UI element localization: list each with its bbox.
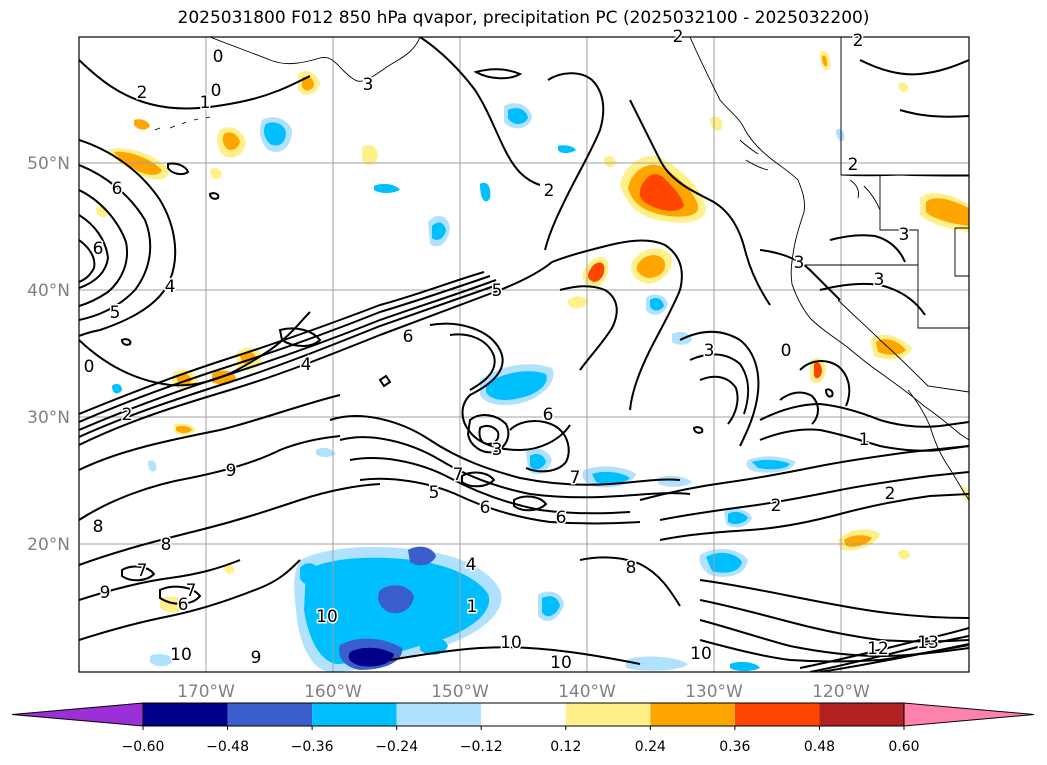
contour-label: 8 (626, 558, 637, 578)
coastlines-borders (154, 37, 969, 501)
contour-label: 12 (867, 639, 889, 659)
colorbar-tick-label: −0.24 (375, 739, 418, 755)
contour-label: 2 (673, 27, 684, 47)
contour-label: 6 (178, 595, 189, 615)
colorbar-box (481, 703, 566, 726)
contour-label: 1 (467, 597, 478, 617)
contour-label: 7 (137, 561, 148, 581)
contour-label: 2 (122, 405, 133, 425)
contour-label: 13 (917, 633, 939, 653)
contour-label: 1 (200, 93, 211, 113)
colorbar-box (396, 703, 482, 726)
contour-label: 2 (853, 31, 864, 51)
colorbar-box (312, 703, 397, 726)
contour-label: 10 (550, 653, 572, 673)
lon-tick-label: 130°W (685, 682, 743, 702)
colorbar-tick-label: 0.60 (888, 739, 919, 755)
contour-label: 3 (492, 440, 503, 460)
contour-label: 3 (704, 341, 715, 361)
colorbar: −0.60 −0.48 −0.36 −0.24 −0.12 0.12 0.24 0.36 0.4… (11, 702, 1035, 755)
colorbar-tick-label: 0.24 (635, 739, 666, 755)
colorbar-extend-low (11, 702, 144, 727)
contour-label: 2 (544, 181, 555, 201)
lon-tick-label: 120°W (812, 682, 870, 702)
contour-label: 9 (251, 648, 262, 668)
contour-label: 5 (492, 281, 503, 301)
lon-tick-label: 150°W (431, 682, 489, 702)
contour-label: 7 (186, 581, 197, 601)
contour-label: 4 (466, 555, 477, 575)
contour-label: 10 (500, 633, 522, 653)
contour-label: 8 (93, 517, 104, 537)
contour-label: 2 (848, 155, 859, 175)
contour-label: 6 (112, 179, 123, 199)
colorbar-box (143, 703, 228, 726)
colorbar-tick-label: 0.12 (550, 739, 581, 755)
lat-tick-label: 20°N (27, 535, 70, 555)
contour-label: 3 (874, 270, 885, 290)
colorbar-box (227, 703, 313, 726)
colorbar-tick-label: −0.36 (291, 739, 334, 755)
colorbar-extend-high (903, 702, 1035, 727)
qvapor-contours (79, 37, 969, 672)
contour-label: 3 (363, 75, 374, 95)
colorbar-frame (142, 702, 905, 727)
contour-label: 2 (885, 484, 896, 504)
contour-label: 1 (859, 430, 870, 450)
precip-negative-shading (112, 103, 845, 672)
lat-tick-label: 30°N (27, 408, 70, 428)
colorbar-box (819, 703, 904, 726)
contour-label: 9 (226, 461, 237, 481)
colorbar-tick-label: −0.12 (460, 739, 503, 755)
contour-label: 6 (93, 239, 104, 259)
contour-label: 10 (316, 607, 338, 627)
contour-label: 5 (429, 483, 440, 503)
contour-label: 6 (480, 498, 491, 518)
colorbar-tick-label: 0.48 (804, 739, 835, 755)
colorbar-box (734, 703, 820, 726)
contour-label: 3 (899, 225, 910, 245)
lon-tick-label: 140°W (558, 682, 616, 702)
small-contour-loops (120, 162, 834, 605)
lon-tick-label: 160°W (304, 682, 362, 702)
contour-label: 2 (771, 496, 782, 516)
contour-label: 2 (137, 83, 148, 103)
contour-label: 7 (453, 465, 464, 485)
contour-label: 4 (301, 355, 312, 375)
contour-label: 5 (110, 303, 121, 323)
contour-label: 6 (403, 327, 414, 347)
contour-label: 0 (211, 81, 222, 101)
contour-label: 6 (543, 405, 554, 425)
colorbar-tick-label: 0.36 (719, 739, 750, 755)
contour-label: 10 (690, 644, 712, 664)
contour-label: 0 (213, 47, 224, 67)
contour-label: 0 (84, 357, 95, 377)
contour-label: 7 (570, 468, 581, 488)
lon-tick-label: 170°W (177, 682, 235, 702)
contour-label: 0 (781, 341, 792, 361)
contour-label: 3 (794, 253, 805, 273)
map-plot-area (79, 37, 969, 672)
contour-label: 10 (170, 645, 192, 665)
colorbar-box (650, 703, 735, 726)
lat-tick-label: 40°N (27, 281, 70, 301)
precip-positive-shading (96, 50, 969, 613)
map-title: 2025031800 F012 850 hPa qvapor, precipit… (177, 8, 870, 28)
colorbar-box (565, 703, 651, 726)
contour-label: 4 (165, 277, 176, 297)
contour-label: 9 (100, 583, 111, 603)
map-frame (78, 36, 970, 673)
colorbar-tick-label: −0.60 (122, 739, 165, 755)
lat-tick-label: 50°N (27, 154, 70, 174)
axis-label-layer: 50°N 40°N 30°N 20°N 170°W 160°W 150°W 140°W 130°… (27, 154, 870, 702)
contour-label: 6 (556, 508, 567, 528)
colorbar-tick-label: −0.48 (206, 739, 249, 755)
contour-label: 8 (161, 535, 172, 555)
